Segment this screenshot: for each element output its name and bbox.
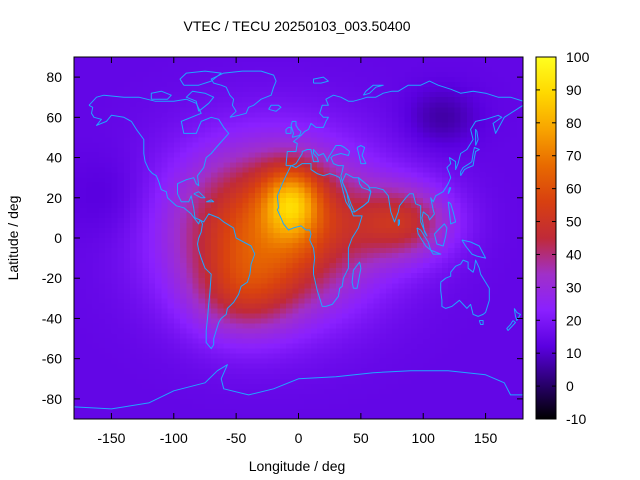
coastline-sakhalin xyxy=(475,128,479,146)
coastline-japan xyxy=(460,147,480,176)
y-tick-label: -60 xyxy=(42,351,62,367)
colorbar-tick-label: 0 xyxy=(566,378,574,394)
colorbar-tick-label: 20 xyxy=(566,312,582,328)
colorbar-tick-label: 10 xyxy=(566,345,582,361)
coastline-madagascar xyxy=(351,261,362,289)
coastline-java xyxy=(430,249,442,255)
y-axis-label: Latitude / deg xyxy=(5,196,21,281)
colorbar-tick-label: 70 xyxy=(566,148,582,164)
coastline-hispaniola xyxy=(206,199,215,203)
coastline-africa xyxy=(276,163,363,307)
y-tick-label: 80 xyxy=(46,69,62,85)
colorbar-tick-label: 40 xyxy=(566,246,582,262)
chart-title: VTEC / TECU 20250103_003.50400 xyxy=(183,18,410,34)
x-axis: -150 -100 -50 0 50 100 150 xyxy=(97,57,497,446)
y-tick-label: 20 xyxy=(46,190,62,206)
coastline-new-zealand-s xyxy=(506,320,516,331)
colorbar-tick-label: -10 xyxy=(566,411,586,427)
coastline-philippines xyxy=(447,201,457,225)
coastline-antarctica xyxy=(74,364,523,410)
colorbar-tick-label: 30 xyxy=(566,279,582,295)
coastline-tasmania xyxy=(478,320,484,325)
x-tick-label: -50 xyxy=(226,430,246,446)
coastline-svalbard xyxy=(313,76,329,84)
coastline-australia xyxy=(440,259,490,317)
colorbar-gradient xyxy=(536,57,556,419)
x-tick-label: 100 xyxy=(412,430,436,446)
coastline-great-britain xyxy=(290,120,302,138)
coastline-greenland xyxy=(210,70,277,118)
coastline-sri-lanka xyxy=(397,219,400,227)
colorbar-tick-label: 50 xyxy=(566,214,582,230)
x-tick-label: 50 xyxy=(353,430,369,446)
coastline-new-guinea xyxy=(461,239,487,259)
colorbar-frame xyxy=(535,56,557,420)
coastline-north-america xyxy=(88,94,230,225)
coastline-victoria-island xyxy=(150,90,172,100)
colorbar-tick-label: 60 xyxy=(566,181,582,197)
coastline-taiwan xyxy=(447,187,452,195)
y-tick-label: 60 xyxy=(46,109,62,125)
colorbar-tick-label: 100 xyxy=(566,49,590,65)
coastline-south-america xyxy=(197,213,256,350)
x-tick-label: 0 xyxy=(295,430,303,446)
coastline-ireland xyxy=(285,126,292,134)
coastline-eurasia xyxy=(285,80,523,237)
coastline-cuba xyxy=(193,191,206,199)
x-tick-label: -100 xyxy=(160,430,188,446)
y-tick-label: -20 xyxy=(42,270,62,286)
coastline-ellesmere xyxy=(179,70,222,86)
coastline-iceland xyxy=(268,104,282,112)
x-tick-label: -150 xyxy=(97,430,125,446)
coastline-caspian xyxy=(356,145,367,165)
colorbar-tick-label: 90 xyxy=(566,82,582,98)
plot-area xyxy=(73,56,524,420)
colorbar-tick-label: 80 xyxy=(566,115,582,131)
y-tick-label: -80 xyxy=(42,391,62,407)
coastline-borneo xyxy=(433,223,448,247)
y-axis: 80 60 40 20 0 -20 -40 -60 -80 xyxy=(42,69,523,407)
y-tick-label: 0 xyxy=(54,230,62,246)
coastline-arabia xyxy=(341,173,372,213)
x-axis-label: Longitude / deg xyxy=(249,458,346,474)
coastline-overlay xyxy=(74,70,523,410)
y-tick-label: -40 xyxy=(42,310,62,326)
coastline-novaya-zemlya xyxy=(362,84,384,96)
y-tick-label: 40 xyxy=(46,150,62,166)
vtec-heatmap xyxy=(74,57,523,419)
coastline-baffin xyxy=(185,90,215,112)
x-tick-label: 150 xyxy=(474,430,498,446)
